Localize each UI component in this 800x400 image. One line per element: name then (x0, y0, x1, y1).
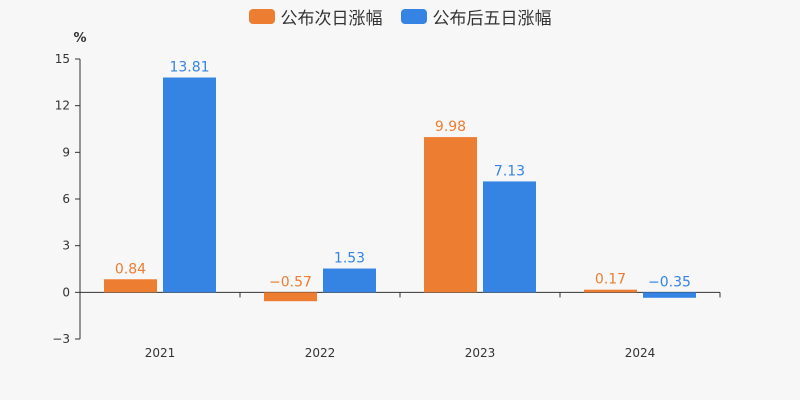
y-axis-unit-label: % (73, 31, 86, 46)
bar-series-2 (483, 181, 536, 293)
legend-item-series-2[interactable]: 公布后五日涨幅 (400, 4, 552, 29)
legend-swatch-series-1 (248, 9, 275, 24)
x-tick-label: 2024 (625, 346, 656, 360)
data-label-series-1: 0.17 (595, 272, 626, 288)
data-label-series-2: 1.53 (334, 251, 365, 267)
data-label-series-2: 13.81 (169, 60, 209, 76)
data-label-series-1: 9.98 (435, 119, 466, 135)
bar-series-1 (424, 137, 477, 293)
bar-series-1 (264, 292, 317, 302)
legend: 公布次日涨幅 公布后五日涨幅 (0, 4, 800, 29)
legend-label-series-1: 公布次日涨幅 (280, 9, 383, 29)
data-label-series-2: −0.35 (648, 274, 691, 290)
y-tick-label: 15 (55, 52, 70, 66)
y-tick-label: −3 (52, 332, 70, 346)
bar-series-1 (584, 289, 637, 293)
bar-series-2 (643, 292, 696, 298)
bar-series-1 (104, 279, 157, 293)
bars (104, 77, 696, 302)
y-tick-label: 12 (55, 99, 70, 113)
x-tick-label: 2021 (145, 346, 176, 360)
y-tick-label: 6 (62, 192, 70, 206)
y-tick-label: 3 (62, 239, 70, 253)
x-tick-label: 2022 (305, 346, 336, 360)
bar-series-2 (323, 268, 376, 293)
y-tick-label: 0 (62, 285, 70, 299)
bar-series-2 (163, 77, 216, 293)
axes: −3 0 3 6 9 12 15 2021 2022 2023 2024 (52, 52, 721, 360)
x-tick-label: 2023 (465, 346, 496, 360)
data-labels: 0.84 −0.57 9.98 0.17 13.81 1.53 7.13 −0.35 (115, 60, 691, 291)
legend-label-series-2: 公布后五日涨幅 (432, 9, 552, 29)
y-tick-label: 9 (62, 145, 70, 159)
data-label-series-1: −0.57 (269, 274, 312, 290)
legend-swatch-series-2 (400, 9, 427, 24)
legend-item-series-1[interactable]: 公布次日涨幅 (248, 4, 383, 29)
data-label-series-1: 0.84 (115, 261, 146, 277)
data-label-series-2: 7.13 (494, 163, 525, 179)
